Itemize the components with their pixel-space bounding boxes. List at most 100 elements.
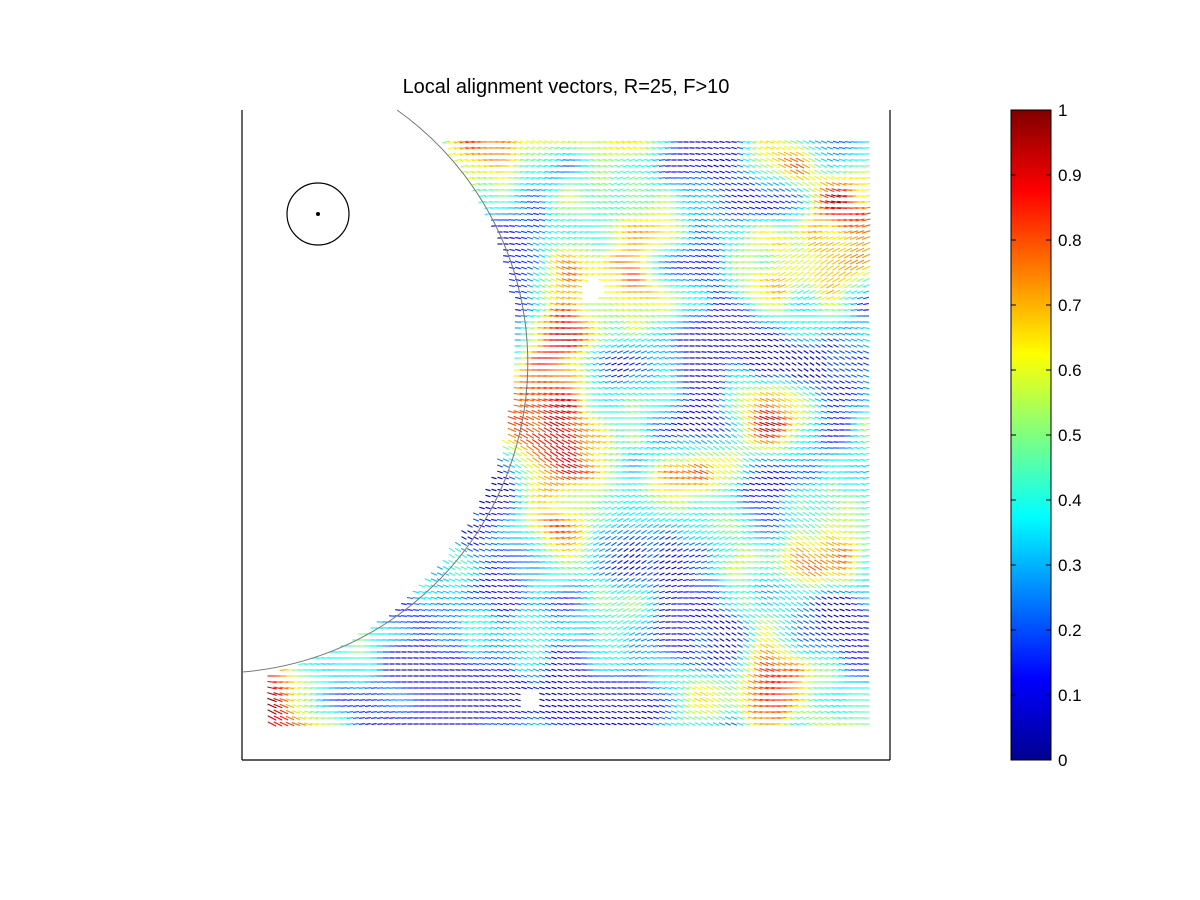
alignment-vector bbox=[730, 554, 738, 558]
alignment-vector bbox=[491, 488, 497, 492]
alignment-vector bbox=[736, 585, 744, 587]
alignment-vector bbox=[580, 536, 588, 540]
alignment-vector bbox=[831, 571, 841, 577]
alignment-vector bbox=[844, 578, 852, 582]
alignment-vector bbox=[676, 524, 684, 528]
alignment-vector bbox=[700, 451, 708, 457]
alignment-vector bbox=[784, 338, 792, 342]
alignment-vector bbox=[580, 530, 588, 534]
alignment-vector bbox=[538, 242, 546, 246]
alignment-vector bbox=[706, 248, 714, 252]
alignment-vector bbox=[526, 266, 534, 270]
alignment-vector bbox=[845, 386, 851, 390]
alignment-vector bbox=[838, 530, 846, 534]
alignment-vector bbox=[598, 362, 606, 366]
alignment-vector bbox=[646, 392, 654, 396]
alignment-vector bbox=[617, 572, 623, 576]
alignment-vector bbox=[766, 542, 774, 546]
alignment-vector bbox=[676, 225, 684, 227]
alignment-vector bbox=[604, 590, 612, 594]
alignment-vector bbox=[831, 224, 841, 228]
alignment-vector bbox=[773, 476, 779, 480]
alignment-vector bbox=[753, 403, 763, 409]
alignment-vector bbox=[448, 584, 456, 588]
alignment-vector bbox=[472, 578, 480, 582]
alignment-vector bbox=[688, 212, 696, 216]
alignment-vector bbox=[555, 524, 565, 528]
alignment-vector bbox=[737, 200, 743, 204]
alignment-vector bbox=[833, 386, 839, 390]
alignment-vector bbox=[825, 247, 835, 253]
alignment-vector bbox=[737, 188, 743, 192]
alignment-vector bbox=[658, 171, 666, 173]
alignment-vector bbox=[532, 248, 540, 252]
alignment-vector bbox=[785, 362, 791, 366]
alignment-vector bbox=[718, 224, 726, 228]
alignment-vector bbox=[731, 146, 737, 150]
alignment-vector bbox=[484, 554, 492, 558]
alignment-vector bbox=[611, 554, 617, 558]
alignment-vector bbox=[532, 195, 540, 197]
alignment-vector bbox=[442, 608, 450, 612]
alignment-vector bbox=[622, 506, 630, 510]
alignment-vector bbox=[573, 296, 583, 300]
alignment-vector bbox=[743, 356, 749, 360]
alignment-vector bbox=[628, 494, 636, 498]
alignment-vector bbox=[850, 446, 858, 450]
alignment-vector bbox=[795, 559, 805, 565]
alignment-vector bbox=[658, 524, 666, 528]
alignment-vector bbox=[526, 206, 534, 210]
alignment-vector bbox=[766, 218, 774, 222]
alignment-vector bbox=[640, 206, 648, 210]
alignment-vector bbox=[808, 386, 816, 390]
alignment-vector bbox=[700, 548, 708, 552]
alignment-vector bbox=[712, 242, 720, 246]
alignment-vector bbox=[718, 290, 726, 294]
alignment-vector bbox=[561, 296, 571, 300]
alignment-vector bbox=[772, 446, 780, 450]
alignment-vector bbox=[814, 283, 822, 289]
alignment-vector bbox=[742, 380, 750, 384]
alignment-vector bbox=[532, 183, 540, 185]
alignment-vector bbox=[617, 541, 623, 547]
alignment-vector bbox=[646, 429, 654, 431]
alignment-vector bbox=[778, 548, 786, 552]
alignment-vector bbox=[646, 500, 654, 504]
alignment-vector bbox=[635, 560, 641, 564]
alignment-vector bbox=[633, 146, 643, 150]
alignment-vector bbox=[761, 470, 767, 474]
alignment-vector bbox=[790, 458, 798, 462]
alignment-vector bbox=[460, 565, 468, 571]
alignment-vector bbox=[544, 171, 552, 173]
alignment-vector bbox=[585, 464, 595, 468]
alignment-vector bbox=[485, 488, 491, 492]
alignment-vector bbox=[725, 302, 731, 306]
alignment-vector bbox=[555, 415, 565, 421]
alignment-vector bbox=[568, 230, 576, 234]
alignment-vector bbox=[784, 181, 792, 187]
alignment-vector bbox=[833, 374, 839, 378]
alignment-vector bbox=[688, 512, 696, 516]
alignment-vector bbox=[730, 518, 738, 522]
alignment-vector bbox=[616, 523, 624, 529]
alignment-vector bbox=[652, 392, 660, 396]
alignment-vector bbox=[567, 524, 577, 528]
alignment-vector bbox=[557, 597, 563, 599]
alignment-vector bbox=[652, 464, 660, 468]
alignment-vector bbox=[538, 200, 546, 204]
alignment-vector bbox=[537, 500, 547, 504]
alignment-vector bbox=[659, 542, 665, 546]
alignment-vector bbox=[658, 512, 666, 516]
alignment-vector bbox=[640, 362, 648, 366]
alignment-vector bbox=[796, 428, 804, 432]
alignment-vector bbox=[646, 471, 654, 473]
alignment-vector bbox=[550, 224, 558, 228]
alignment-vector bbox=[790, 434, 798, 438]
alignment-vector bbox=[628, 595, 636, 601]
alignment-vector bbox=[580, 572, 588, 576]
alignment-vector bbox=[526, 146, 534, 150]
alignment-vector bbox=[658, 428, 666, 432]
alignment-vector bbox=[779, 482, 785, 486]
alignment-vector bbox=[826, 175, 834, 181]
alignment-vector bbox=[844, 271, 852, 277]
